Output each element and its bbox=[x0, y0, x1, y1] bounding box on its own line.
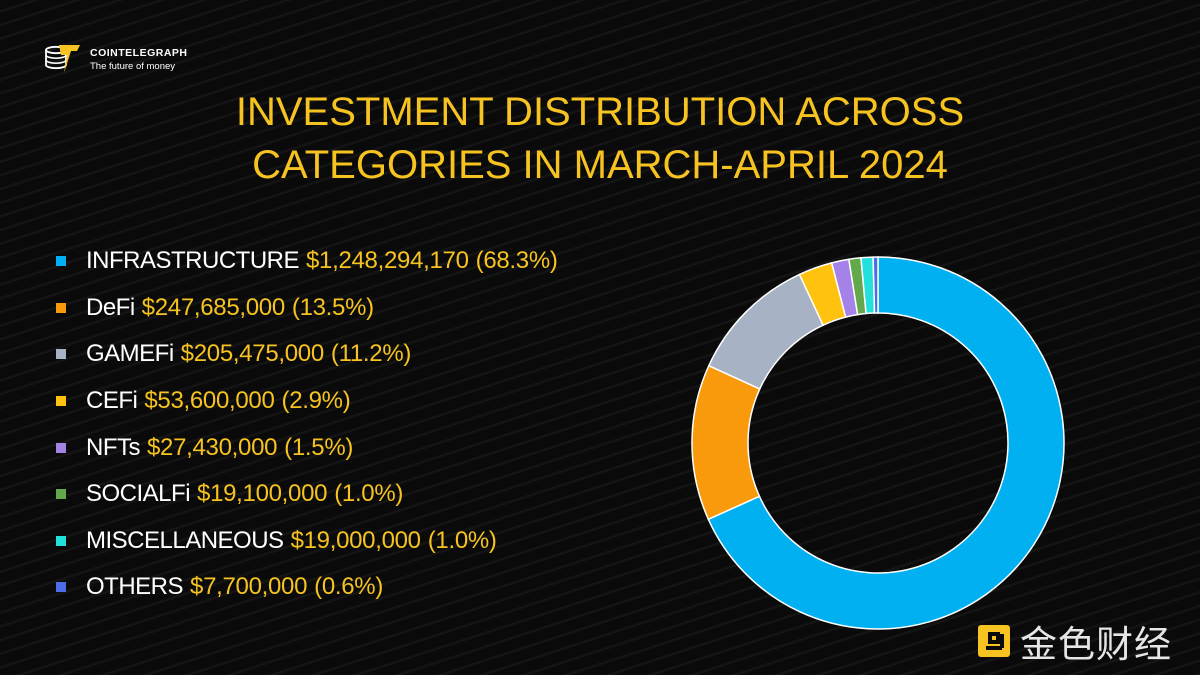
legend-item-others: OTHERS $7,700,000 (0.6%) bbox=[56, 564, 558, 611]
donut-chart bbox=[691, 256, 1065, 630]
legend-swatch bbox=[56, 256, 66, 267]
jinse-logo-icon bbox=[978, 625, 1010, 657]
legend-swatch bbox=[56, 396, 66, 407]
chart-title-line-1: INVESTMENT DISTRIBUTION ACROSS bbox=[235, 90, 965, 134]
donut-slice-infrastructure bbox=[707, 256, 1065, 630]
legend-percent: (1.0%) bbox=[334, 480, 404, 508]
legend-percent: (11.2%) bbox=[330, 340, 412, 368]
chart-legend: INFRASTRUCTURE $1,248,294,170 (68.3%) DeFi… bbox=[56, 238, 558, 611]
legend-item-miscellaneous: MISCELLANEOUS $19,000,000 (1.0%) bbox=[56, 518, 558, 565]
legend-label: INFRASTRUCTURE bbox=[86, 247, 300, 275]
legend-amount: $247,685,000 bbox=[141, 293, 286, 321]
legend-swatch bbox=[56, 442, 66, 453]
legend-amount: $1,248,294,170 bbox=[306, 247, 469, 275]
legend-label: NFTs bbox=[86, 433, 141, 461]
legend-amount: $19,000,000 bbox=[290, 526, 421, 554]
legend-label: MISCELLANEOUS bbox=[86, 526, 284, 554]
legend-swatch bbox=[56, 582, 66, 593]
watermark-text: 金色财经 bbox=[1020, 624, 1172, 665]
legend-item-infrastructure: INFRASTRUCTURE $1,248,294,170 (68.3%) bbox=[56, 238, 558, 285]
watermark: 金色财经 bbox=[976, 614, 1172, 668]
chart-title-line-2: CATEGORIES IN MARCH-APRIL 2024 bbox=[252, 143, 948, 187]
cointelegraph-logo-icon bbox=[45, 45, 80, 73]
legend-label: DeFi bbox=[86, 293, 135, 321]
legend-swatch bbox=[56, 349, 66, 360]
legend-amount: $7,700,000 bbox=[190, 573, 308, 601]
legend-label: GAMEFi bbox=[86, 340, 174, 368]
brand-name: COINTELEGRAPH bbox=[90, 46, 188, 59]
legend-item-gamefi: GAMEFi $205,475,000 (11.2%) bbox=[56, 331, 558, 378]
legend-percent: (0.6%) bbox=[314, 573, 384, 601]
legend-percent: (1.0%) bbox=[427, 526, 497, 554]
legend-amount: $53,600,000 bbox=[144, 387, 275, 415]
legend-swatch bbox=[56, 302, 66, 313]
legend-swatch bbox=[56, 489, 66, 500]
legend-label: SOCIALFi bbox=[86, 480, 191, 508]
legend-label: CEFi bbox=[86, 387, 138, 415]
donut-slice-gamefi bbox=[707, 273, 825, 390]
legend-item-cefi: CEFi $53,600,000 (2.9%) bbox=[56, 378, 558, 425]
legend-item-nfts: NFTs $27,430,000 (1.5%) bbox=[56, 424, 558, 471]
brand-tagline: The future of money bbox=[90, 60, 176, 72]
legend-percent: (2.9%) bbox=[281, 387, 351, 415]
donut-slice-others bbox=[872, 256, 879, 314]
legend-percent: (1.5%) bbox=[284, 433, 354, 461]
legend-percent: (68.3%) bbox=[475, 247, 558, 275]
legend-amount: $27,430,000 bbox=[147, 433, 278, 461]
legend-swatch bbox=[56, 535, 66, 546]
legend-percent: (13.5%) bbox=[291, 293, 374, 321]
legend-item-defi: DeFi $247,685,000 (13.5%) bbox=[56, 285, 558, 332]
legend-amount: $19,100,000 bbox=[197, 480, 328, 508]
donut-slice-defi bbox=[691, 364, 761, 521]
legend-amount: $205,475,000 bbox=[180, 340, 325, 368]
brand-text: COINTELEGRAPH The future of money bbox=[90, 46, 188, 73]
legend-item-socialfi: SOCIALFi $19,100,000 (1.0%) bbox=[56, 471, 558, 518]
legend-label: OTHERS bbox=[86, 573, 184, 601]
brand-logo-block: COINTELEGRAPH The future of money bbox=[44, 42, 188, 76]
chart-title: INVESTMENT DISTRIBUTION ACROSS CATEGORIE… bbox=[150, 86, 1050, 192]
